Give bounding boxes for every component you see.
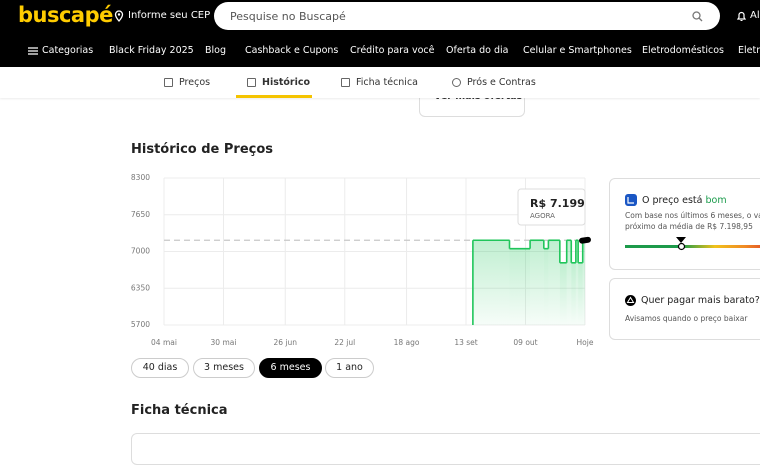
x-tick-label: 30 mai xyxy=(211,338,237,347)
pin-icon xyxy=(114,10,124,22)
rating: bom xyxy=(705,195,727,206)
nav-link[interactable]: Celular e Smartphones xyxy=(523,45,632,56)
x-tick-label: Hoje xyxy=(577,338,594,347)
y-tick-label: 5700 xyxy=(131,320,150,329)
x-tick-label: 09 out xyxy=(513,338,537,347)
gauge-bar xyxy=(625,245,760,248)
cep-link[interactable]: Informe seu CEP xyxy=(128,10,211,21)
tab-icon xyxy=(341,78,350,87)
account-link[interactable]: Al xyxy=(750,10,760,21)
search-icon[interactable] xyxy=(692,11,703,22)
nav-link[interactable]: Crédito para você xyxy=(350,45,435,56)
nav-link[interactable]: Blog xyxy=(205,45,226,56)
search-box[interactable]: Pesquise no Buscapé xyxy=(214,2,720,30)
tab[interactable]: Histórico xyxy=(262,77,311,88)
x-tick-label: 13 set xyxy=(454,338,477,347)
alert-text: Avisamos quando o preço baixar xyxy=(625,314,748,323)
gauge-marker xyxy=(677,242,686,251)
tab[interactable]: Preços xyxy=(179,77,211,88)
area-segment xyxy=(582,240,585,325)
nav-link[interactable]: Categorias xyxy=(42,45,94,56)
tab[interactable]: Ficha técnica xyxy=(356,77,418,88)
gauge-pointer xyxy=(676,237,686,243)
price-card-text: Com base nos últimos 6 meses, o val xyxy=(625,211,760,220)
top-bar: buscapé Informe seu CEP Pesquise no Busc… xyxy=(0,0,760,67)
tab-icon xyxy=(452,78,461,87)
nav-link[interactable]: Oferta do dia xyxy=(446,45,509,56)
range-button[interactable]: 1 ano xyxy=(325,358,374,378)
area-segment xyxy=(472,240,510,325)
current-marker xyxy=(579,236,591,244)
active-tab-indicator xyxy=(236,95,312,98)
tooltip-sublabel: AGORA xyxy=(530,212,555,220)
alert-card[interactable]: Quer pagar mais barato? Avisamos quando … xyxy=(609,278,760,340)
x-tick-label: 22 jul xyxy=(334,338,355,347)
area-segment xyxy=(578,262,583,325)
range-button[interactable]: 6 meses xyxy=(259,358,322,378)
price-chart: 5700 6350 7000 7650 8300 04 mai 30 mai 26 jun 22… xyxy=(131,173,594,347)
price-card-text: próximo da média de R$ 7.198,95 xyxy=(625,222,753,231)
area-segment xyxy=(571,262,576,325)
search-placeholder: Pesquise no Buscapé xyxy=(230,10,346,23)
section-title: Histórico de Preços xyxy=(131,142,274,157)
area-segment xyxy=(543,248,549,325)
tooltip-box xyxy=(517,188,586,226)
tab-icon xyxy=(164,78,173,87)
logo[interactable]: buscapé xyxy=(18,3,113,27)
price-card: O preço está bom Com base nos últimos 6 … xyxy=(609,178,760,270)
alert-title: Quer pagar mais barato? xyxy=(641,295,760,306)
nav-link[interactable]: Eletrodomésticos xyxy=(642,45,724,56)
y-tick-label: 6350 xyxy=(131,283,150,292)
nav-link[interactable]: Black Friday 2025 xyxy=(109,45,194,56)
y-tick-label: 7650 xyxy=(131,210,150,219)
menu-icon[interactable] xyxy=(28,47,38,55)
alert-icon xyxy=(625,295,636,306)
area-segment xyxy=(548,240,560,325)
spec-box xyxy=(131,433,760,465)
title-text: O preço está xyxy=(642,195,703,206)
range-button[interactable]: 40 dias xyxy=(131,358,189,378)
price-card-title: O preço está bom xyxy=(642,195,727,206)
range-button[interactable]: 3 meses xyxy=(193,358,255,378)
area-segment xyxy=(530,240,544,325)
y-tick-label: 8300 xyxy=(131,173,150,182)
area-segment xyxy=(566,240,572,325)
area-segment xyxy=(559,262,567,325)
bell-icon[interactable] xyxy=(736,10,747,22)
area-segment xyxy=(509,248,531,325)
tooltip-label: R$ 7.199 xyxy=(530,197,585,210)
tab-bar: Preços Histórico Ficha técnica Prós e Contr… xyxy=(0,67,760,98)
chart-icon xyxy=(625,194,637,206)
nav-link[interactable]: Eletr xyxy=(738,45,760,56)
tab-icon xyxy=(247,78,256,87)
spec-title: Ficha técnica xyxy=(131,403,228,418)
nav-link[interactable]: Cashback e Cupons xyxy=(245,45,339,56)
x-tick-label: 04 mai xyxy=(151,338,177,347)
area-segment xyxy=(575,240,579,325)
y-tick-label: 7000 xyxy=(131,247,150,256)
x-tick-label: 26 jun xyxy=(274,338,298,347)
x-tick-label: 18 ago xyxy=(394,338,420,347)
tab[interactable]: Prós e Contras xyxy=(467,77,536,88)
